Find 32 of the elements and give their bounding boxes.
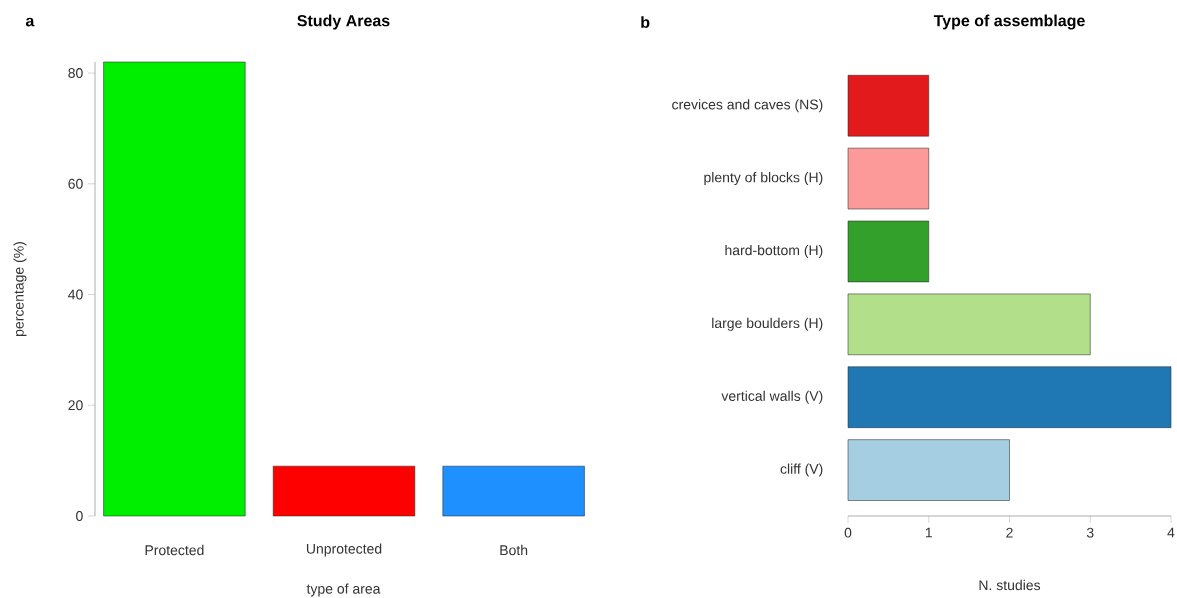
bar bbox=[847, 75, 930, 137]
bar bbox=[847, 439, 1010, 501]
x-tick-label: 4 bbox=[1167, 527, 1175, 538]
chart-title: Type of assemblage bbox=[933, 14, 1085, 30]
bar bbox=[847, 293, 1091, 356]
x-tick-label: Unprotected bbox=[306, 543, 382, 557]
y-tick-label: 40 bbox=[68, 289, 83, 300]
bar bbox=[847, 366, 1172, 428]
bar bbox=[847, 147, 930, 210]
y-tick-label: plenty of blocks (H) bbox=[704, 172, 823, 186]
y-tick-label: 0 bbox=[76, 511, 83, 521]
chart-title: Study Areas bbox=[297, 14, 390, 30]
y-tick-label: large boulders (H) bbox=[712, 317, 823, 331]
y-tick-label: crevices and caves (NS) bbox=[672, 99, 823, 113]
y-tick-label: 60 bbox=[68, 178, 83, 189]
x-tick-label: 0 bbox=[844, 527, 852, 538]
y-tick-label: 20 bbox=[68, 400, 83, 411]
x-axis-title: type of area bbox=[306, 583, 381, 597]
y-tick-label: cliff (V) bbox=[780, 463, 823, 477]
y-tick-label: 80 bbox=[68, 68, 83, 79]
y-tick-label: hard-bottom (H) bbox=[725, 244, 823, 258]
text: b bbox=[641, 16, 650, 28]
x-tick-label: 3 bbox=[1086, 527, 1094, 538]
y-axis-title: percentage (%) bbox=[13, 242, 27, 336]
x-tick-label: 2 bbox=[1006, 527, 1013, 538]
x-tick-label: 1 bbox=[925, 527, 932, 538]
x-axis-title: N. studies bbox=[979, 579, 1041, 591]
x-tick-label: Both bbox=[500, 544, 528, 556]
text: a bbox=[25, 17, 35, 27]
y-tick-label: vertical walls (V) bbox=[721, 390, 823, 404]
x-tick-label: Protected bbox=[145, 544, 204, 556]
bar bbox=[847, 220, 930, 283]
